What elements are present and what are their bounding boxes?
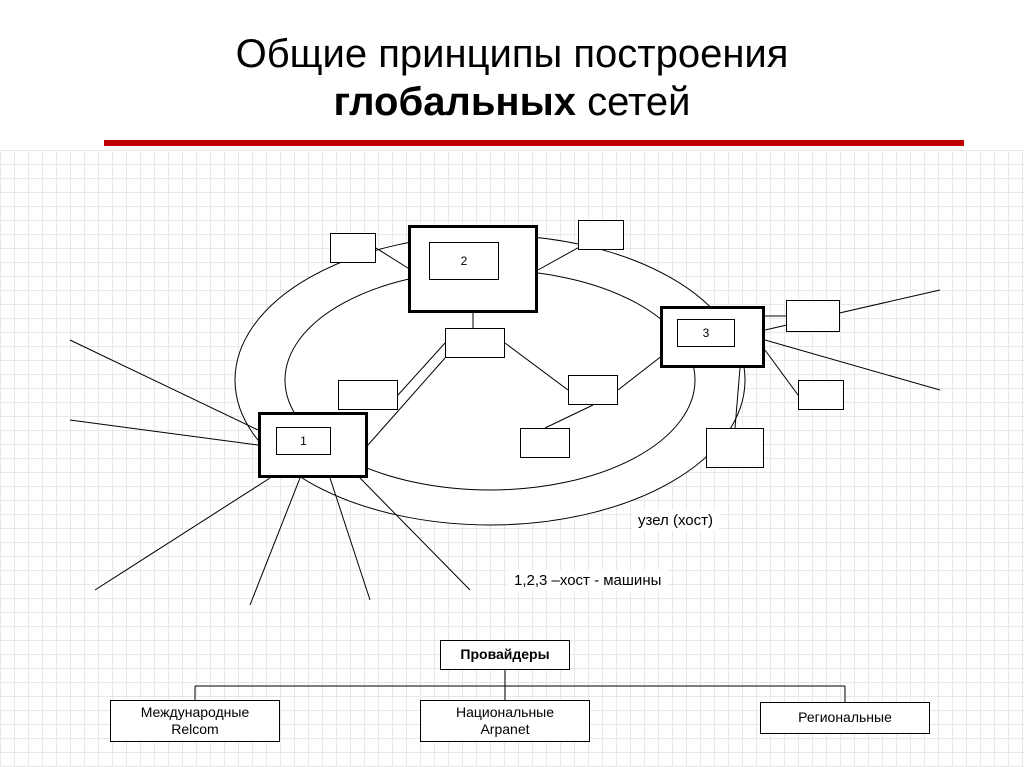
title-line1: Общие принципы построения bbox=[236, 32, 789, 76]
diagram-edge bbox=[70, 340, 258, 430]
host-node-2: 2 bbox=[408, 225, 538, 313]
node-box bbox=[578, 220, 624, 250]
node-box bbox=[706, 428, 764, 468]
node-box bbox=[520, 428, 570, 458]
providers-child-0: МеждународныеRelcom bbox=[110, 700, 280, 742]
title-bold: глобальных bbox=[334, 80, 577, 124]
diagram-edge bbox=[765, 350, 798, 395]
providers-root: Провайдеры bbox=[440, 640, 570, 670]
diagram-edge bbox=[765, 340, 940, 390]
diagram-label-host_machines: 1,2,3 –хост - машины bbox=[508, 570, 667, 591]
title-underline bbox=[60, 140, 964, 146]
node-box bbox=[338, 380, 398, 410]
diagram-label-node_label: узел (хост) bbox=[632, 510, 719, 531]
node-box bbox=[786, 300, 840, 332]
providers-child-1: НациональныеArpanet bbox=[420, 700, 590, 742]
host-node-label: 2 bbox=[429, 242, 499, 280]
node-box bbox=[330, 233, 376, 263]
diagram-edge bbox=[95, 478, 270, 590]
host-node-1: 1 bbox=[258, 412, 368, 478]
diagram-edge bbox=[250, 478, 300, 605]
node-box bbox=[798, 380, 844, 410]
host-node-label: 3 bbox=[677, 319, 735, 347]
diagram-edge bbox=[70, 420, 258, 445]
providers-child-2: Региональные bbox=[760, 702, 930, 734]
host-node-label: 1 bbox=[276, 427, 331, 455]
title-rest: сетей bbox=[576, 80, 691, 124]
node-box bbox=[445, 328, 505, 358]
page-title: Общие принципы построения глобальных сет… bbox=[0, 30, 1024, 126]
host-node-3: 3 bbox=[660, 306, 765, 368]
node-box bbox=[568, 375, 618, 405]
